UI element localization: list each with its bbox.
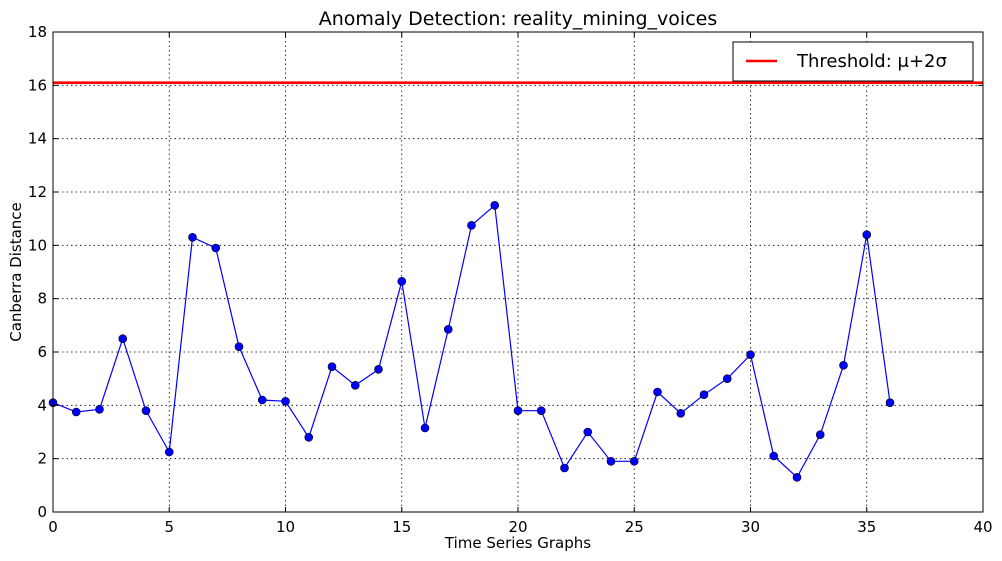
data-point bbox=[257, 395, 267, 405]
x-tick-label: 10 bbox=[276, 518, 295, 536]
data-point bbox=[211, 243, 221, 253]
data-point bbox=[420, 423, 430, 433]
x-tick-label: 15 bbox=[392, 518, 411, 536]
data-point bbox=[71, 407, 81, 417]
data-point bbox=[141, 406, 151, 415]
data-point bbox=[164, 447, 174, 457]
grid-lines bbox=[53, 32, 983, 512]
x-tick-label: 30 bbox=[741, 518, 760, 536]
data-point bbox=[653, 387, 662, 397]
data-point bbox=[188, 233, 197, 242]
y-tick-label: 6 bbox=[37, 343, 47, 361]
x-tick-label: 5 bbox=[164, 518, 174, 536]
data-point bbox=[374, 365, 383, 374]
data-point bbox=[95, 405, 104, 414]
data-point bbox=[815, 430, 825, 439]
x-tick-label: 25 bbox=[625, 518, 644, 536]
data-point bbox=[490, 201, 500, 210]
data-point bbox=[606, 457, 616, 466]
data-point bbox=[327, 362, 337, 371]
y-tick-label: 0 bbox=[37, 503, 47, 521]
data-point bbox=[118, 334, 128, 343]
data-point bbox=[234, 342, 244, 351]
data-point bbox=[397, 277, 407, 286]
y-tick-label: 2 bbox=[37, 450, 47, 468]
data-point bbox=[560, 463, 569, 473]
data-point bbox=[629, 457, 639, 466]
series-layer bbox=[48, 201, 895, 482]
y-tick-label: 14 bbox=[28, 130, 47, 148]
data-point bbox=[839, 361, 848, 370]
data-point bbox=[769, 451, 779, 461]
y-tick-label: 16 bbox=[28, 76, 47, 94]
y-axis-label: Canberra Distance bbox=[7, 202, 25, 342]
data-point bbox=[676, 409, 686, 418]
data-point bbox=[722, 374, 732, 383]
series-line bbox=[52, 204, 891, 479]
chart-title: Anomaly Detection: reality_mining_voices bbox=[319, 8, 718, 30]
y-tick-label: 8 bbox=[37, 290, 47, 308]
data-point bbox=[536, 406, 546, 415]
y-tick-label: 4 bbox=[37, 396, 47, 414]
y-tick-label: 18 bbox=[28, 23, 47, 41]
y-tick-label: 10 bbox=[28, 236, 47, 254]
y-tick-label: 12 bbox=[28, 183, 47, 201]
tick-labels: 0 5 10 15 20 25 30 35 40 0 2 4 6 8 10 12 14 16 18 bbox=[28, 23, 993, 536]
data-point bbox=[862, 230, 872, 239]
data-point bbox=[746, 350, 755, 359]
data-point bbox=[885, 398, 895, 407]
x-tick-label: 40 bbox=[973, 518, 992, 536]
data-point bbox=[792, 473, 802, 482]
legend: Threshold: μ+2σ bbox=[732, 41, 974, 82]
data-point bbox=[350, 381, 360, 390]
data-point bbox=[699, 390, 709, 399]
data-point bbox=[467, 221, 476, 230]
data-point bbox=[513, 406, 523, 415]
x-axis-label: Time Series Graphs bbox=[444, 534, 591, 552]
data-point bbox=[583, 427, 593, 437]
x-tick-label: 0 bbox=[48, 518, 58, 536]
data-point bbox=[281, 397, 290, 406]
legend-threshold-label: Threshold: μ+2σ bbox=[796, 51, 947, 72]
x-tick-label: 20 bbox=[508, 518, 527, 536]
data-point bbox=[443, 325, 453, 334]
data-point bbox=[304, 433, 314, 442]
x-tick-label: 35 bbox=[857, 518, 876, 536]
